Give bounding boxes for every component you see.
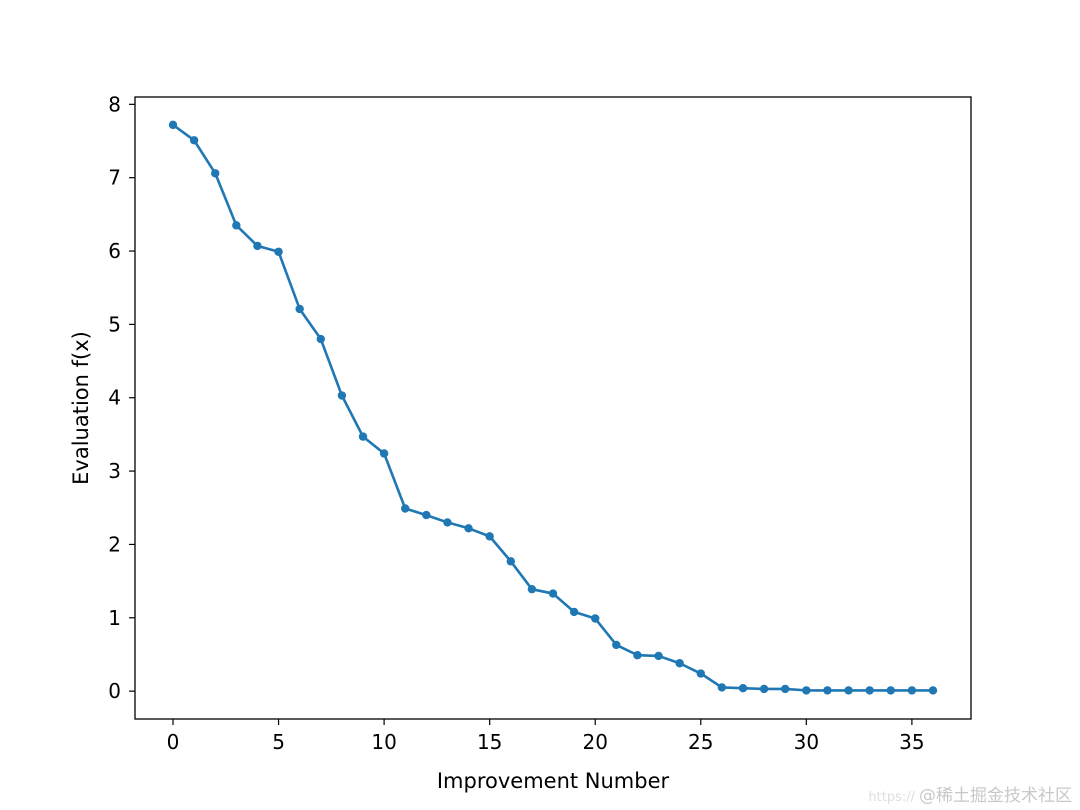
plot-frame bbox=[134, 96, 972, 720]
data-point bbox=[591, 614, 600, 623]
data-point bbox=[422, 510, 431, 520]
data-point bbox=[168, 120, 178, 130]
y-tick-label: 4 bbox=[108, 386, 121, 410]
data-point bbox=[717, 683, 727, 692]
y-tick-label: 1 bbox=[108, 606, 121, 630]
x-tick-label: 25 bbox=[688, 730, 713, 754]
data-point bbox=[654, 651, 663, 661]
y-tick-label: 0 bbox=[108, 679, 121, 703]
watermark: https:// @稀土掘金技术社区 bbox=[868, 781, 1072, 806]
data-point bbox=[211, 169, 220, 178]
x-axis-ticks: 0 5 10 15 20 25 30 35 bbox=[167, 719, 925, 754]
x-tick-label: 20 bbox=[582, 730, 607, 754]
data-point bbox=[928, 686, 938, 695]
data-point bbox=[337, 391, 347, 400]
data-point bbox=[189, 136, 199, 145]
data-point bbox=[274, 247, 283, 256]
data-point bbox=[759, 684, 769, 694]
x-tick-label: 35 bbox=[899, 730, 924, 754]
data-point bbox=[379, 449, 389, 458]
x-tick-label: 0 bbox=[167, 730, 180, 754]
data-point bbox=[548, 589, 558, 598]
data-point bbox=[527, 584, 537, 594]
data-point bbox=[886, 686, 895, 695]
data-point bbox=[633, 650, 642, 660]
x-axis-label: Improvement Number bbox=[437, 769, 670, 793]
data-point bbox=[485, 532, 494, 541]
data-point bbox=[569, 607, 579, 617]
data-point bbox=[358, 432, 368, 441]
series-markers bbox=[168, 120, 938, 695]
watermark-url: https:// bbox=[868, 790, 915, 805]
data-point bbox=[781, 684, 790, 694]
data-point bbox=[506, 557, 515, 566]
y-axis-ticks: 0 1 2 3 4 5 6 7 8 bbox=[108, 92, 135, 703]
data-point bbox=[865, 686, 874, 695]
watermark-text: @稀土掘金技术社区 bbox=[919, 786, 1072, 806]
x-tick-label: 30 bbox=[794, 730, 819, 754]
data-point bbox=[802, 686, 811, 695]
data-point bbox=[675, 659, 684, 668]
y-tick-label: 3 bbox=[108, 459, 121, 483]
data-point bbox=[696, 669, 705, 678]
y-tick-label: 5 bbox=[108, 312, 121, 336]
x-tick-label: 10 bbox=[371, 730, 396, 754]
data-point bbox=[232, 221, 241, 230]
data-point bbox=[823, 686, 832, 695]
data-point bbox=[443, 518, 452, 527]
y-tick-label: 2 bbox=[108, 532, 121, 556]
data-point bbox=[738, 683, 748, 693]
data-point bbox=[253, 241, 262, 251]
data-point bbox=[907, 686, 917, 695]
data-point bbox=[844, 686, 853, 695]
x-tick-label: 5 bbox=[272, 730, 285, 754]
data-point bbox=[316, 334, 325, 344]
x-tick-label: 15 bbox=[477, 730, 502, 754]
data-point bbox=[612, 640, 621, 650]
data-point bbox=[464, 524, 473, 533]
y-tick-label: 8 bbox=[108, 92, 121, 116]
y-tick-label: 6 bbox=[108, 239, 121, 263]
y-tick-label: 7 bbox=[108, 166, 121, 190]
series-line bbox=[172, 123, 933, 692]
y-axis-label: Evaluation f(x) bbox=[69, 331, 93, 485]
data-point bbox=[401, 504, 410, 513]
data-point bbox=[295, 304, 304, 314]
